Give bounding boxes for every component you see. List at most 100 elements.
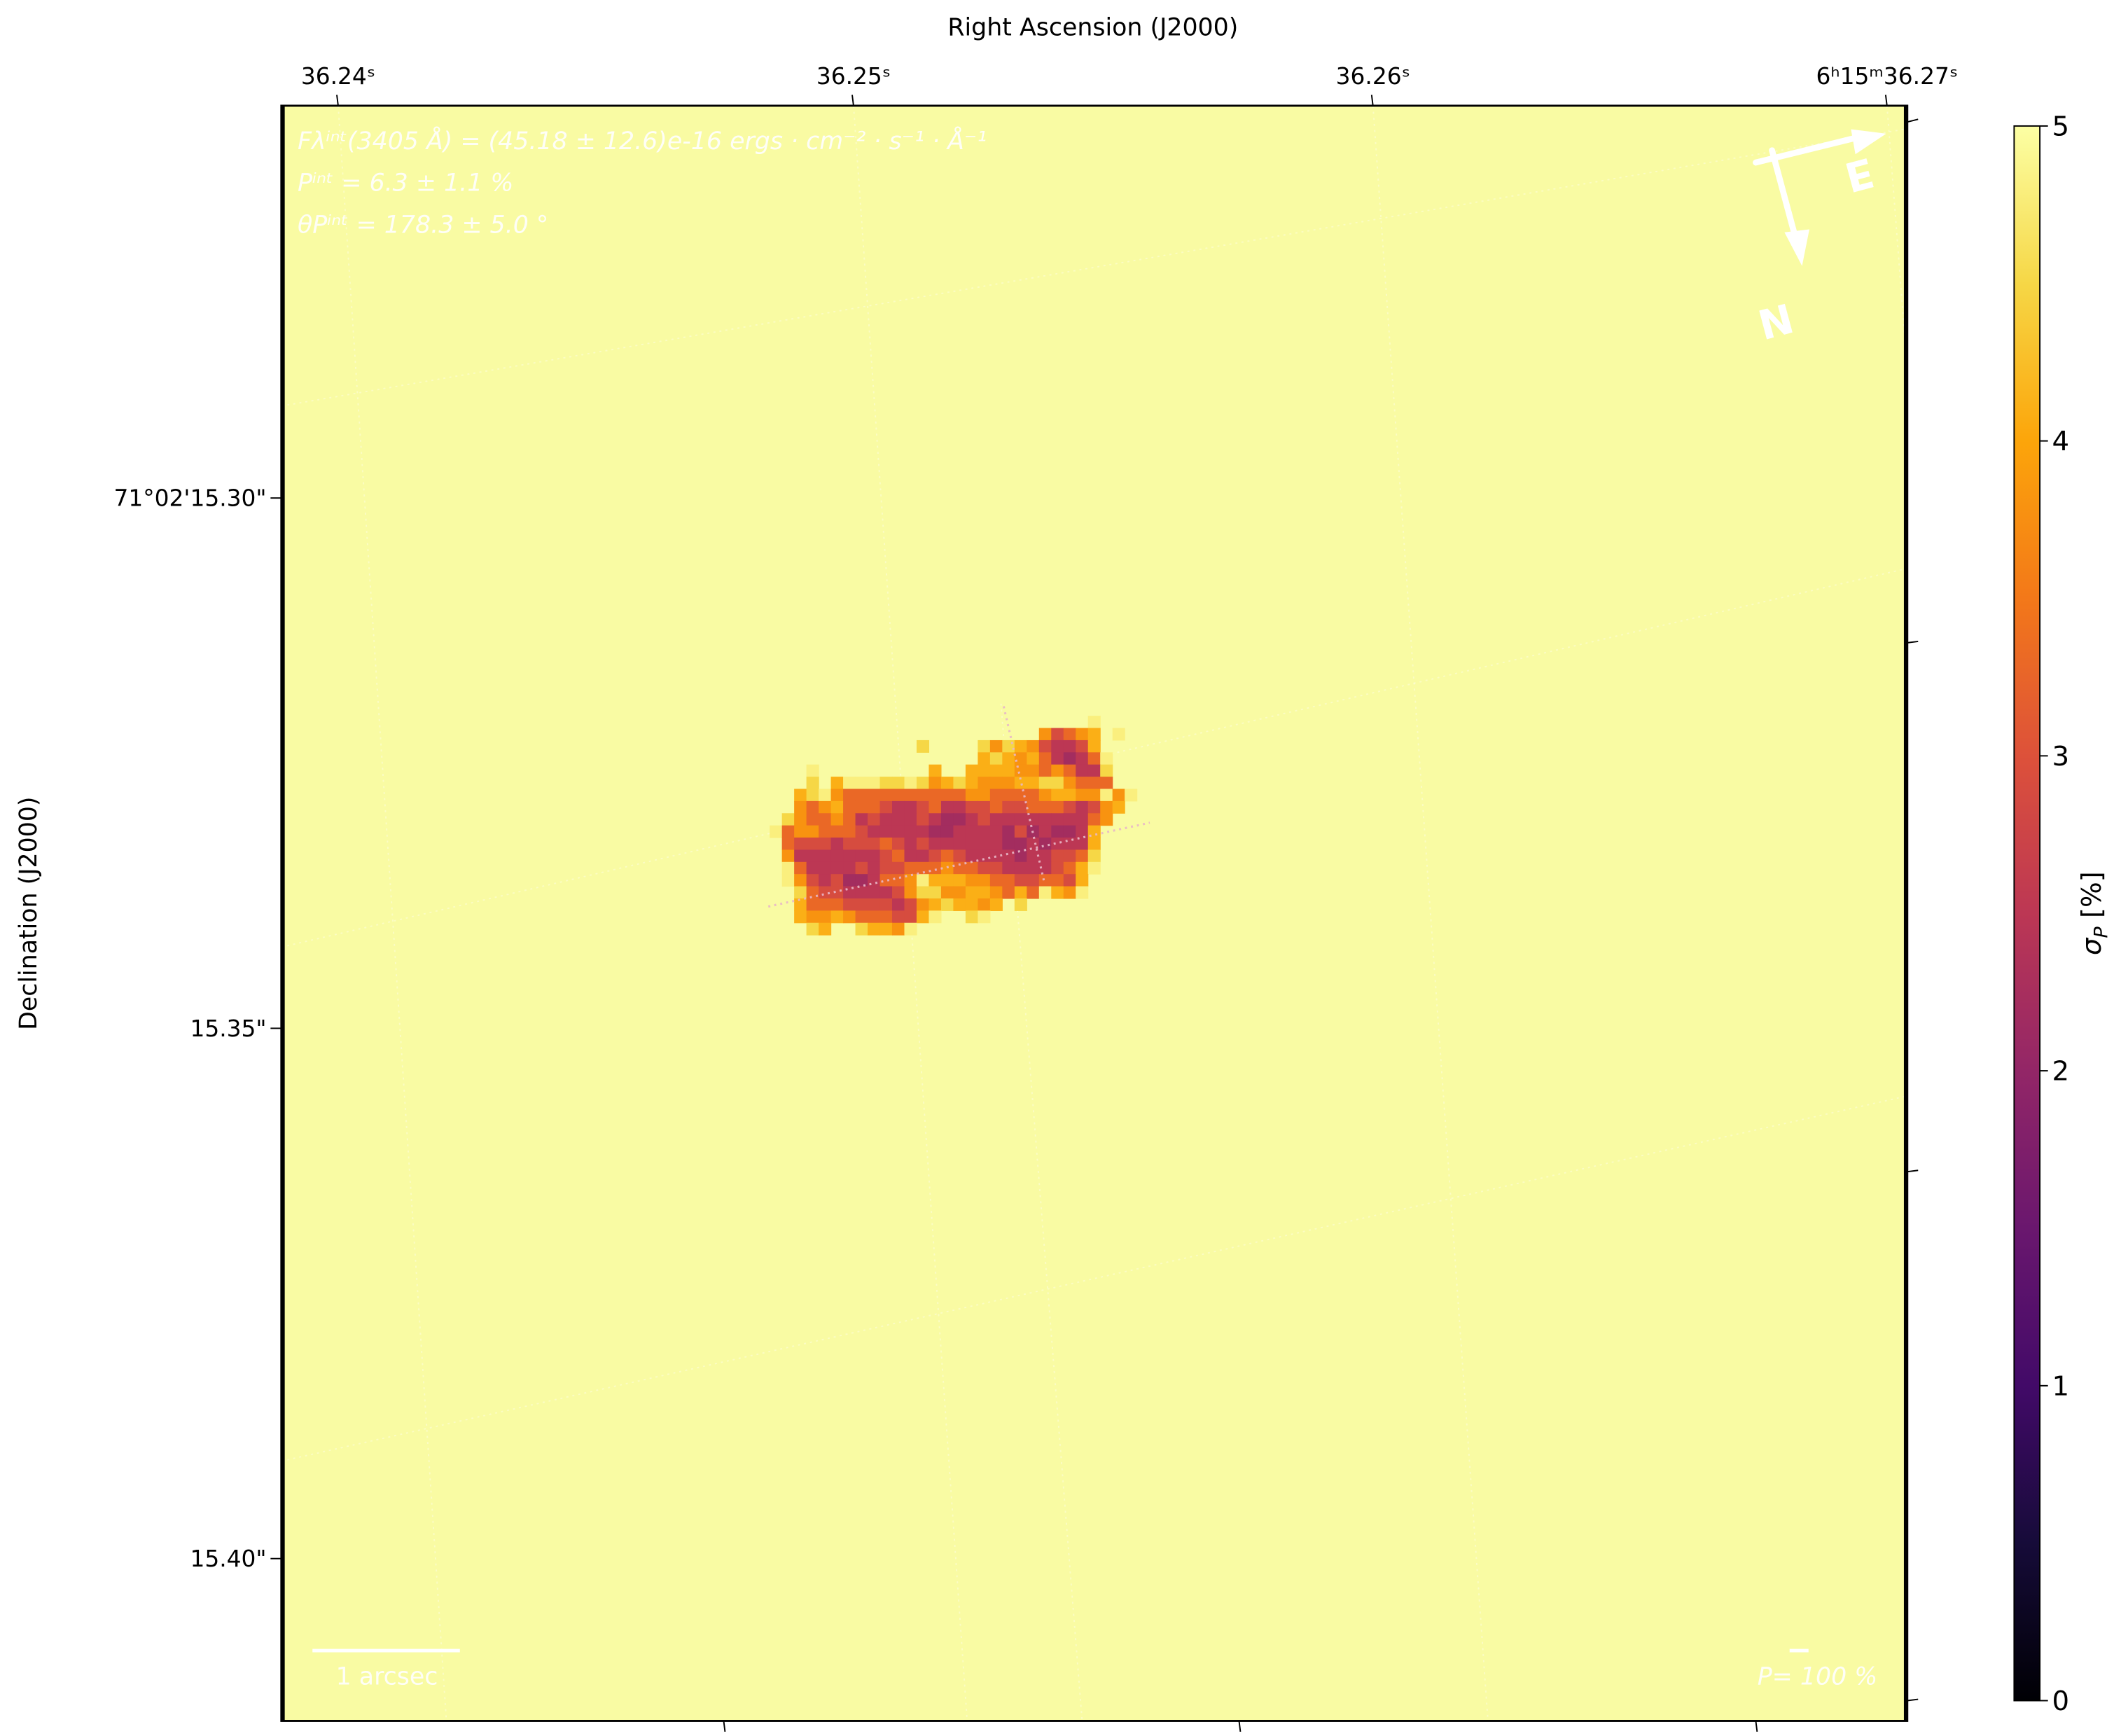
heatmap-cell	[819, 886, 832, 899]
heatmap-cell	[1087, 789, 1101, 802]
heatmap-cell	[940, 886, 954, 899]
heatmap-cell	[940, 800, 954, 814]
heatmap-cell	[830, 910, 844, 924]
heatmap-cell	[806, 898, 819, 911]
heatmap-cell	[929, 813, 942, 826]
heatmap-cell	[940, 838, 954, 851]
heatmap-cell	[1087, 813, 1101, 826]
heatmap-cell	[1063, 764, 1076, 777]
heatmap-cell	[781, 874, 795, 887]
heatmap-cell	[1051, 861, 1064, 875]
heatmap-cell	[940, 825, 954, 838]
heatmap-cell	[1051, 777, 1064, 790]
heatmap-cell	[868, 861, 881, 875]
heatmap-cell	[843, 861, 856, 875]
heatmap-cell	[1076, 777, 1089, 790]
heatmap-cell	[794, 861, 807, 875]
heatmap-cell	[1038, 874, 1052, 887]
heatmap-cell	[929, 849, 942, 863]
heatmap-cell	[1027, 739, 1040, 753]
heatmap-cell	[989, 898, 1003, 911]
heatmap-cell	[855, 922, 868, 936]
heatmap-cell	[1076, 861, 1089, 875]
heatmap-cell	[879, 813, 893, 826]
heatmap-cell	[868, 898, 881, 911]
heatmap-cell	[1076, 849, 1089, 863]
heatmap-cell	[1014, 825, 1027, 838]
heatmap-cell	[1087, 716, 1101, 729]
heatmap-cell	[855, 838, 868, 851]
y-tick-label: 71°02'15.30"	[113, 485, 266, 512]
plot-area	[281, 105, 1907, 1721]
y-axis-title: Declination (J2000)	[15, 796, 43, 1029]
heatmap-cell	[819, 861, 832, 875]
heatmap-cell	[1063, 813, 1076, 826]
heatmap-cell	[1087, 861, 1101, 875]
heatmap-cell	[953, 838, 966, 851]
heatmap-cell	[904, 838, 917, 851]
heatmap-cell	[879, 922, 893, 936]
heatmap-cell	[1014, 886, 1027, 899]
heatmap-cell	[1038, 825, 1052, 838]
heatmap-cell	[819, 789, 832, 802]
heatmap-cell	[1002, 849, 1015, 863]
heatmap-cell	[916, 800, 930, 814]
heatmap-cell	[1076, 764, 1089, 777]
heatmap-cell	[1076, 838, 1089, 851]
heatmap-cell	[1112, 728, 1125, 741]
heatmap-cell	[879, 838, 893, 851]
heatmap-cell	[1027, 764, 1040, 777]
heatmap-cell	[929, 861, 942, 875]
axis-ticks	[270, 95, 1919, 1732]
heatmap-cell	[929, 874, 942, 887]
heatmap-cell	[965, 910, 978, 924]
heatmap-cell	[781, 838, 795, 851]
heatmap-cell	[806, 922, 819, 936]
heatmap-cell	[868, 813, 881, 826]
heatmap-cell	[1112, 800, 1125, 814]
heatmap-cell	[891, 800, 905, 814]
heatmap-cell	[794, 800, 807, 814]
heatmap-cell	[855, 777, 868, 790]
heatmap-cell	[1038, 777, 1052, 790]
heatmap-cell	[1051, 739, 1064, 753]
heatmap-cell	[830, 789, 844, 802]
heatmap-cell	[819, 922, 832, 936]
heatmap-cell	[965, 886, 978, 899]
heatmap-cell	[1051, 789, 1064, 802]
heatmap-cell	[868, 800, 881, 814]
heatmap-cell	[1051, 752, 1064, 765]
heatmap-cell	[916, 910, 930, 924]
heatmap-cell	[978, 861, 991, 875]
heatmap-cell	[1038, 800, 1052, 814]
heatmap-cell	[830, 861, 844, 875]
heatmap-cell	[781, 813, 795, 826]
heatmap-cell	[891, 886, 905, 899]
heatmap-cell	[1014, 800, 1027, 814]
heatmap-cell	[965, 825, 978, 838]
heatmap-cell	[1051, 886, 1064, 899]
heatmap-cell	[1087, 728, 1101, 741]
heatmap-cell	[806, 861, 819, 875]
heatmap-cell	[1076, 739, 1089, 753]
x-axis-title: Right Ascension (J2000)	[947, 14, 1238, 42]
colorbar-ticks: 0 1 2 3 4 5	[2040, 111, 2069, 1717]
heatmap-cell	[916, 849, 930, 863]
heatmap-cell	[1027, 813, 1040, 826]
heatmap-cell	[953, 849, 966, 863]
integrated-polarization-angle: θPⁱⁿᵗ = 178.3 ± 5.0 °	[298, 211, 548, 239]
heatmap-cell	[989, 861, 1003, 875]
heatmap-cell	[891, 825, 905, 838]
heatmap-cell	[1076, 789, 1089, 802]
heatmap-cell	[1002, 825, 1015, 838]
heatmap-cell	[978, 849, 991, 863]
heatmap-cell	[1063, 838, 1076, 851]
y-tick-label: 15.35"	[190, 1015, 266, 1042]
heatmap-cell	[855, 800, 868, 814]
heatmap-cell	[855, 849, 868, 863]
heatmap-cell	[1014, 874, 1027, 887]
heatmap-cell	[916, 838, 930, 851]
heatmap-cell	[1038, 728, 1052, 741]
heatmap-cell	[965, 838, 978, 851]
